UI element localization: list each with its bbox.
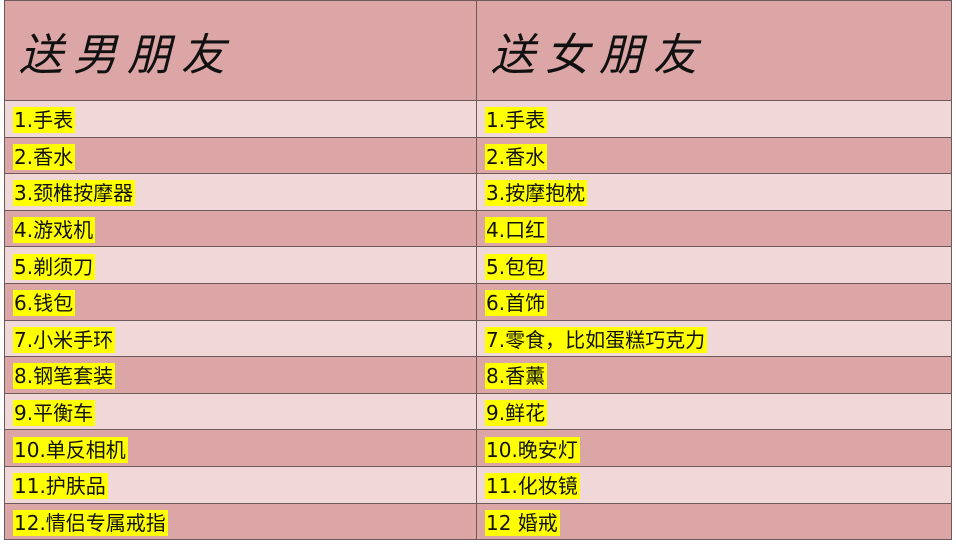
table-cell: 4.口红 bbox=[476, 209, 952, 248]
table-header: 送男朋友 送女朋友 bbox=[4, 0, 952, 101]
header-cell: 送男朋友 bbox=[4, 0, 477, 101]
table-cell: 7.小米手环 bbox=[4, 319, 477, 358]
table-cell: 2.香水 bbox=[476, 136, 952, 175]
table-cell: 9.平衡车 bbox=[4, 392, 477, 431]
table-cell: 1.手表 bbox=[476, 100, 952, 138]
cell-text: 3.按摩抱枕 bbox=[485, 180, 588, 207]
table-cell: 8.钢笔套装 bbox=[4, 356, 477, 394]
cell-text: 11.化妆镜 bbox=[485, 473, 580, 500]
cell-text: 12.情侣专属戒指 bbox=[13, 509, 168, 536]
table-row: 2.香水 2.香水 bbox=[4, 136, 952, 175]
cell-text: 1.手表 bbox=[13, 107, 76, 134]
table-cell: 5.剃须刀 bbox=[4, 246, 477, 284]
table-cell: 3.按摩抱枕 bbox=[476, 173, 952, 211]
cell-text: 7.小米手环 bbox=[13, 326, 116, 353]
cell-text: 6.首饰 bbox=[485, 290, 548, 317]
table-cell: 3.颈椎按摩器 bbox=[4, 173, 477, 211]
table-cell: 8.香薰 bbox=[476, 356, 952, 394]
table-row: 1.手表 1.手表 bbox=[4, 100, 952, 138]
cell-text: 9.平衡车 bbox=[13, 400, 96, 427]
table-body: 1.手表 1.手表 2.香水 2.香水 3.颈椎按摩器 3.按摩抱枕 4.游戏机 4.口红 5.… bbox=[4, 100, 952, 541]
cell-text: 5.剃须刀 bbox=[13, 253, 96, 280]
table-cell: 4.游戏机 bbox=[4, 209, 477, 248]
table-cell: 1.手表 bbox=[4, 100, 477, 138]
cell-text: 8.钢笔套装 bbox=[13, 363, 116, 390]
table-row: 11.护肤品 11.化妆镜 bbox=[4, 465, 952, 504]
cell-text: 4.游戏机 bbox=[13, 217, 96, 244]
table-row: 8.钢笔套装 8.香薰 bbox=[4, 356, 952, 394]
cell-text: 6.钱包 bbox=[13, 290, 76, 317]
cell-text: 2.香水 bbox=[485, 143, 548, 170]
cell-text: 10.晚安灯 bbox=[485, 436, 580, 463]
cell-text: 3.颈椎按摩器 bbox=[13, 180, 136, 207]
table-cell: 5.包包 bbox=[476, 246, 952, 284]
table-cell: 10.晚安灯 bbox=[476, 429, 952, 467]
cell-text: 4.口红 bbox=[485, 217, 548, 244]
cell-text: 2.香水 bbox=[13, 143, 76, 170]
cell-text: 8.香薰 bbox=[485, 363, 548, 390]
table-cell: 11.护肤品 bbox=[4, 465, 477, 504]
cell-text: 10.单反相机 bbox=[13, 436, 128, 463]
table-row: 7.小米手环 7.零食，比如蛋糕巧克力 bbox=[4, 319, 952, 358]
table-row: 6.钱包 6.首饰 bbox=[4, 282, 952, 321]
table-cell: 2.香水 bbox=[4, 136, 477, 175]
cell-text: 12 婚戒 bbox=[485, 509, 560, 536]
table-cell: 9.鲜花 bbox=[476, 392, 952, 431]
table-row: 10.单反相机 10.晚安灯 bbox=[4, 429, 952, 467]
table-row: 3.颈椎按摩器 3.按摩抱枕 bbox=[4, 173, 952, 211]
table-cell: 6.首饰 bbox=[476, 282, 952, 321]
table-cell: 12.情侣专属戒指 bbox=[4, 502, 477, 541]
cell-text: 1.手表 bbox=[485, 107, 548, 134]
table-cell: 11.化妆镜 bbox=[476, 465, 952, 504]
header-cell: 送女朋友 bbox=[476, 0, 952, 101]
table-row: 5.剃须刀 5.包包 bbox=[4, 246, 952, 284]
table-cell: 7.零食，比如蛋糕巧克力 bbox=[476, 319, 952, 358]
cell-text: 9.鲜花 bbox=[485, 400, 548, 427]
table-cell: 12 婚戒 bbox=[476, 502, 952, 541]
table-cell: 10.单反相机 bbox=[4, 429, 477, 467]
cell-text: 5.包包 bbox=[485, 253, 548, 280]
table-row: 4.游戏机 4.口红 bbox=[4, 209, 952, 248]
header-row: 送男朋友 送女朋友 bbox=[4, 0, 952, 101]
table-cell: 6.钱包 bbox=[4, 282, 477, 321]
gift-table: 送男朋友 送女朋友 1.手表 1.手表 2.香水 2.香水 3.颈椎按摩器 3.按摩抱枕 4… bbox=[4, 0, 952, 541]
cell-text: 7.零食，比如蛋糕巧克力 bbox=[485, 326, 708, 353]
cell-text: 11.护肤品 bbox=[13, 473, 108, 500]
table-row: 9.平衡车 9.鲜花 bbox=[4, 392, 952, 431]
table-row: 12.情侣专属戒指 12 婚戒 bbox=[4, 502, 952, 541]
